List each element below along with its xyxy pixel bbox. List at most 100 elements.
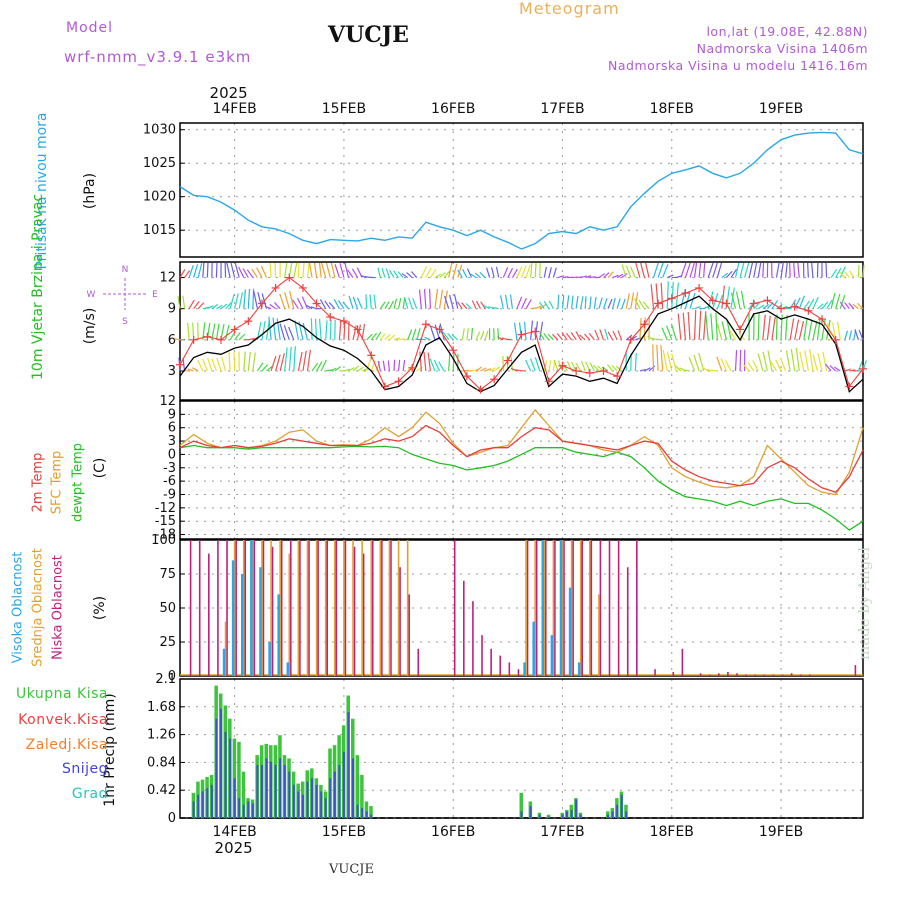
wind-barb	[807, 262, 809, 278]
wind-barb	[275, 354, 281, 372]
wind-barb	[325, 262, 331, 278]
y-tick-label: 9	[168, 407, 176, 422]
wind-gust-marker	[695, 283, 704, 292]
wind-barb	[338, 300, 345, 310]
wind-barb	[292, 299, 299, 310]
wind-barb	[429, 358, 436, 372]
wind-barb	[393, 298, 398, 309]
wind-barb	[752, 360, 759, 372]
wind-barb	[784, 315, 788, 340]
precip-snow-bar	[201, 791, 204, 818]
wind-barb	[607, 331, 614, 341]
wind-barb	[593, 364, 600, 372]
wind-barb	[698, 262, 702, 278]
wind-barb	[671, 353, 677, 372]
wind-barb	[680, 289, 686, 309]
wind-barb	[857, 302, 864, 310]
wind-barb	[513, 322, 518, 340]
wind-barb	[293, 346, 296, 371]
day-label-top: 15FEB	[322, 101, 366, 117]
wind-title: 10m Vjetar Brzina i Pravac	[30, 193, 46, 380]
wind-barb	[448, 294, 454, 309]
wind-barb	[352, 296, 359, 309]
wind-barb	[562, 276, 569, 279]
wind-barb	[848, 330, 853, 340]
temp-legend-dewpt: dewpt Temp	[70, 443, 86, 523]
wind-barb	[548, 267, 552, 278]
wind-barb	[465, 303, 472, 310]
precip-snow-bar	[538, 814, 541, 818]
day-label-top: 19FEB	[759, 101, 803, 117]
temp-unit: (C)	[92, 457, 108, 479]
wind-barb	[688, 356, 696, 372]
wind-barb	[666, 274, 674, 279]
wind-barb	[588, 332, 595, 341]
wind-barb	[703, 311, 707, 340]
wind-barb	[248, 337, 255, 341]
wind-barb	[462, 268, 468, 278]
wind-gust-marker	[681, 289, 690, 298]
wind-barb	[471, 300, 477, 309]
wind-barb	[585, 275, 592, 279]
wind-barb	[634, 353, 637, 371]
wind-barb	[385, 268, 391, 278]
wind-barb	[661, 327, 668, 341]
wind-key-cross	[103, 278, 147, 310]
wind-key-w: W	[87, 290, 96, 300]
wind-barb	[483, 305, 490, 310]
wind-barb	[666, 325, 673, 341]
day-label-top: 17FEB	[540, 101, 584, 117]
wind-gust-marker	[613, 372, 622, 381]
wind-barb	[252, 352, 256, 372]
wind-barb	[297, 351, 303, 372]
wind-barb	[794, 319, 800, 340]
wind-barb	[476, 300, 482, 309]
wind-barb	[224, 324, 230, 340]
wind-barb	[497, 328, 500, 340]
wind-barb	[689, 292, 696, 309]
wind-barb	[305, 304, 313, 310]
precip-snow-bar	[260, 765, 263, 818]
wind-barb	[325, 369, 332, 372]
y-tick-label: -3	[163, 461, 176, 476]
wind-barb	[525, 299, 532, 309]
elevation-label: Nadmorska Visina 1406m	[696, 41, 868, 56]
wind-barb	[461, 302, 468, 310]
precip-snow-bar	[547, 816, 550, 818]
wind-barb	[616, 298, 621, 309]
wind-barb	[804, 350, 809, 372]
wind-gust-marker	[599, 366, 608, 375]
precip-snow-bar	[283, 765, 286, 818]
wind-barb	[306, 262, 310, 278]
wind-barb	[416, 328, 421, 340]
day-label-bottom: 16FEB	[431, 824, 475, 840]
wind-barb	[425, 267, 432, 278]
wind-barb	[548, 360, 552, 372]
precip-legend-conv: Konvek.Kisa	[18, 712, 108, 728]
wind-barb	[565, 332, 573, 341]
wind-barb	[453, 294, 459, 309]
wind-barb	[370, 332, 378, 341]
wind-barb	[525, 359, 532, 372]
wind-barb	[538, 301, 545, 310]
wind-barb	[343, 368, 351, 372]
wind-gust-marker	[777, 304, 786, 313]
temp-2m-line	[179, 424, 864, 494]
precip-snow-bar	[265, 758, 268, 818]
wind-barb	[452, 263, 458, 278]
wind-gust-marker	[476, 385, 485, 394]
wind-barb	[862, 264, 865, 278]
wind-barb	[611, 297, 616, 309]
wind-barb	[579, 334, 586, 341]
wind-barb	[739, 349, 742, 371]
wind-barb	[553, 359, 559, 372]
wind-barb	[406, 272, 413, 279]
wind-barb	[438, 289, 444, 309]
wind-gust-marker	[804, 306, 813, 315]
year-label-bottom: 2025	[215, 839, 253, 857]
wind-barb	[330, 262, 336, 278]
precip-snow-bar	[206, 788, 209, 818]
wind-barb	[434, 324, 441, 340]
wind-barb	[635, 262, 641, 278]
